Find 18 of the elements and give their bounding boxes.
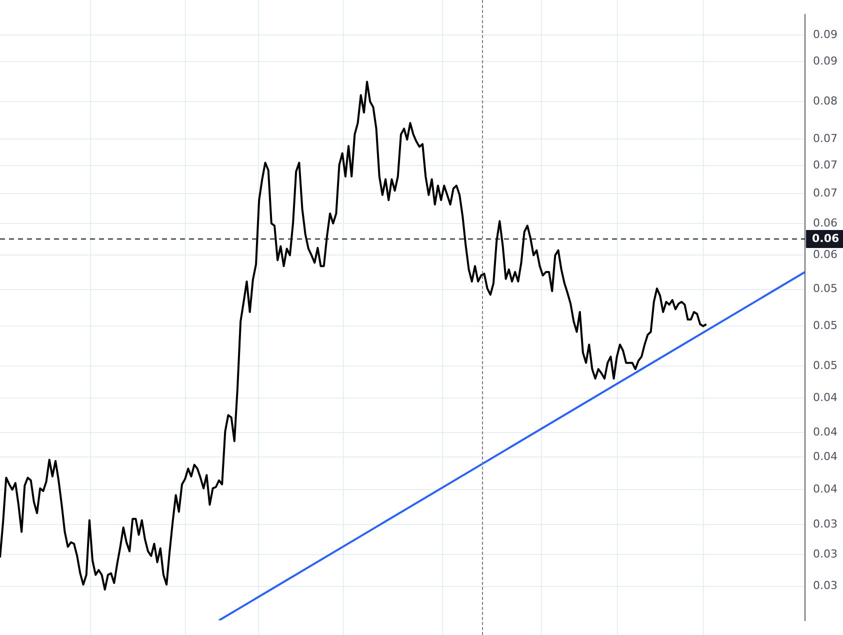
y-tick-label: 0.05	[813, 318, 838, 332]
y-tick-label: 0.07	[813, 158, 838, 172]
y-tick-label: 0.06	[813, 216, 838, 230]
y-tick-label: 0.09	[813, 54, 838, 68]
y-tick-label: 0.07	[813, 186, 838, 200]
y-tick-label: 0.03	[813, 579, 838, 592]
y-tick-label: 0.04	[813, 426, 838, 439]
y-tick-label: 0.06	[813, 248, 838, 262]
y-tick-label: 0.04	[813, 450, 838, 464]
y-tick-label: 0.04	[813, 391, 838, 404]
y-tick-label: 0.05	[813, 282, 838, 296]
y-tick-label: 0.09	[813, 28, 838, 41]
y-tick-label: 0.05	[813, 358, 838, 372]
y-tick-label: 0.04	[813, 482, 838, 496]
y-tick-label: 0.03	[813, 547, 838, 560]
y-tick-label: 0.03	[813, 517, 838, 530]
y-tick-label: 0.07	[813, 132, 838, 145]
y-tick-label: 0.08	[813, 94, 838, 108]
